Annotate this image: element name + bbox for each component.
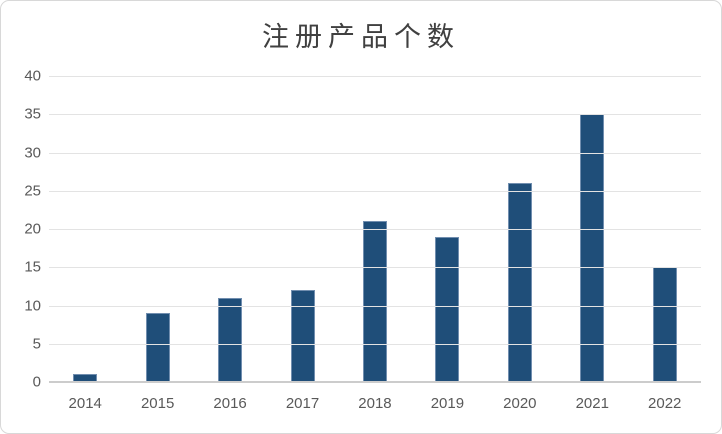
bar-series bbox=[49, 76, 701, 382]
bar-cell-2016 bbox=[194, 76, 266, 382]
x-tick-label-2019: 2019 bbox=[430, 395, 465, 412]
y-tick-label-30: 30 bbox=[24, 144, 41, 161]
bar-cell-2022 bbox=[629, 76, 701, 382]
bar-2022 bbox=[652, 267, 677, 382]
bar-2014 bbox=[73, 374, 98, 382]
bar-2020 bbox=[507, 183, 532, 382]
bar-2021 bbox=[580, 114, 605, 382]
y-tick-label-10: 10 bbox=[24, 297, 41, 314]
x-tick-label-2021: 2021 bbox=[575, 395, 609, 412]
bar-2017 bbox=[290, 290, 315, 382]
x-tick-label-2016: 2016 bbox=[213, 395, 247, 412]
bar-cell-2019 bbox=[411, 76, 483, 382]
gridline-30 bbox=[49, 152, 701, 154]
chart-title: 注册产品个数 bbox=[262, 22, 460, 52]
x-tick-label-2017: 2017 bbox=[285, 395, 320, 412]
x-tick-label-2015: 2015 bbox=[140, 395, 175, 412]
bar-2016 bbox=[218, 297, 243, 382]
y-tick-label-25: 25 bbox=[24, 182, 41, 200]
bar-cell-2015 bbox=[121, 76, 193, 382]
gridline-10 bbox=[49, 305, 701, 307]
bar-cell-2021 bbox=[556, 76, 628, 382]
gridline-40 bbox=[49, 76, 701, 77]
y-tick-label-15: 15 bbox=[24, 258, 41, 276]
y-axis-tick-labels: 0 5 10 15 20 25 30 35 40 bbox=[1, 69, 41, 390]
x-tick-label-2014: 2014 bbox=[68, 395, 102, 412]
plot-area bbox=[49, 76, 701, 383]
gridline-25 bbox=[49, 190, 701, 192]
x-axis-baseline bbox=[49, 381, 701, 383]
gridline-15 bbox=[49, 267, 701, 269]
bar-2019 bbox=[435, 236, 460, 382]
bar-cell-2018 bbox=[339, 76, 411, 382]
y-tick-label-20: 20 bbox=[24, 220, 41, 238]
bar-2015 bbox=[145, 313, 170, 382]
y-tick-label-5: 5 bbox=[32, 335, 41, 353]
y-tick-label-40: 40 bbox=[24, 67, 41, 85]
gridline-5 bbox=[49, 343, 701, 345]
gridline-35 bbox=[49, 114, 701, 116]
bar-cell-2020 bbox=[484, 76, 556, 382]
bar-2018 bbox=[362, 221, 387, 382]
x-tick-label-2018: 2018 bbox=[358, 395, 392, 412]
gridline-20 bbox=[49, 229, 701, 230]
y-tick-label-0: 0 bbox=[32, 373, 41, 391]
y-tick-label-35: 35 bbox=[24, 105, 41, 123]
x-tick-label-2022: 2022 bbox=[648, 395, 682, 412]
x-axis-tick-labels: 2014 2015 2016 2017 2018 2019 2020 2021 2022 bbox=[49, 395, 701, 413]
bar-cell-2014 bbox=[49, 76, 121, 382]
x-tick-label-2020: 2020 bbox=[503, 395, 537, 412]
